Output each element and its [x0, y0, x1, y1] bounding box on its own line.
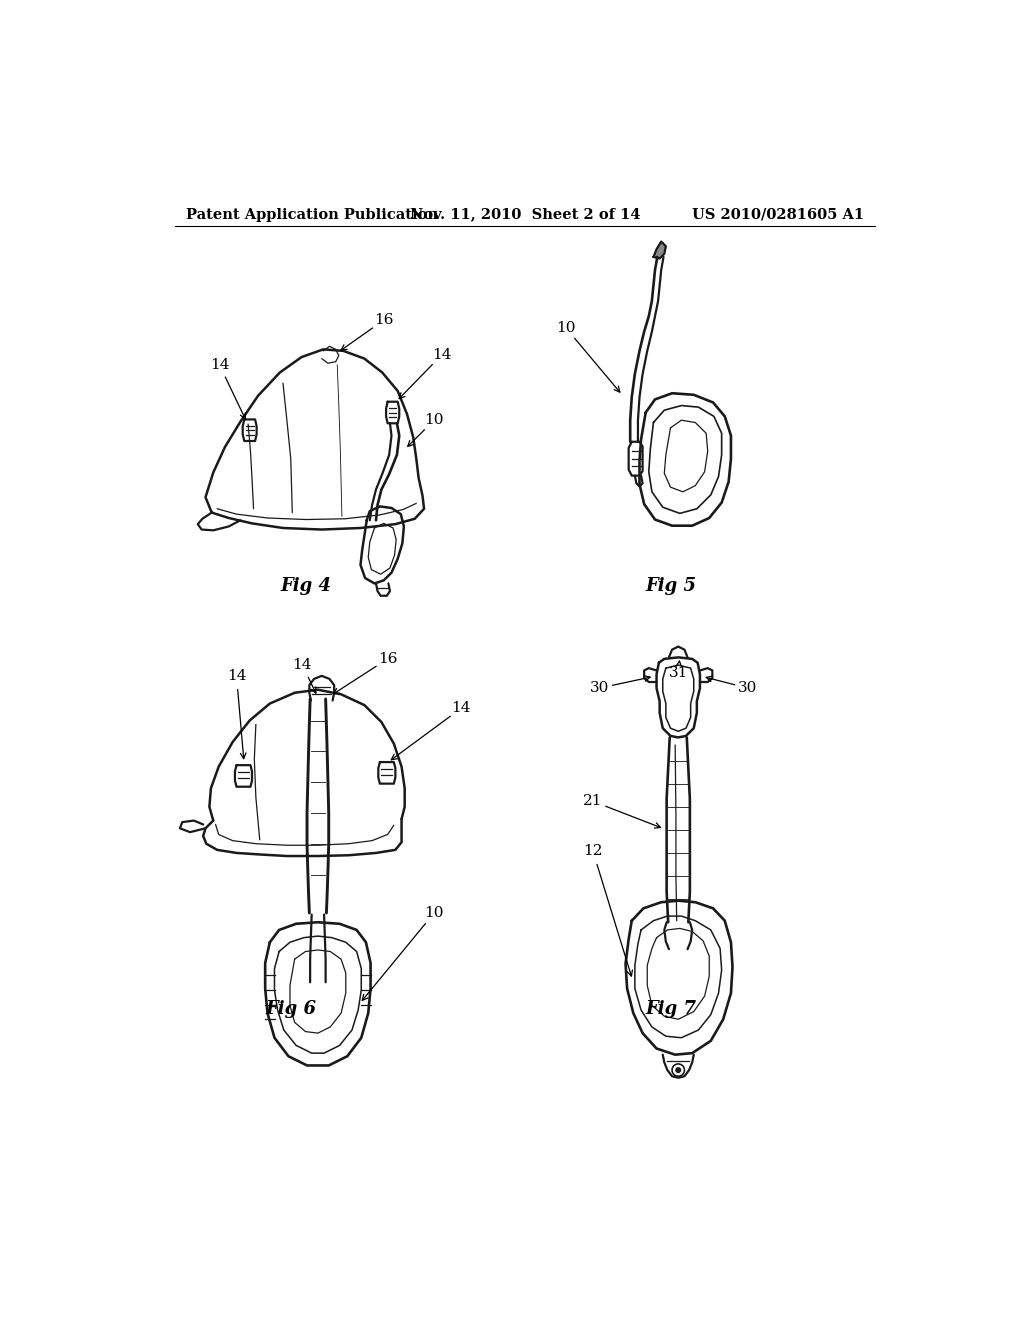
Text: 30: 30: [738, 681, 758, 696]
Text: 30: 30: [590, 681, 609, 696]
Text: 14: 14: [432, 347, 452, 362]
Text: 14: 14: [452, 701, 471, 715]
Text: 14: 14: [226, 669, 246, 682]
Text: Fig 6: Fig 6: [265, 1001, 316, 1018]
Text: Nov. 11, 2010  Sheet 2 of 14: Nov. 11, 2010 Sheet 2 of 14: [410, 207, 640, 222]
Text: 14: 14: [293, 659, 312, 672]
Text: US 2010/0281605 A1: US 2010/0281605 A1: [692, 207, 864, 222]
Text: Patent Application Publication: Patent Application Publication: [186, 207, 438, 222]
Text: Fig 7: Fig 7: [645, 1001, 696, 1018]
Text: 10: 10: [424, 906, 443, 920]
Text: Fig 4: Fig 4: [281, 577, 332, 595]
Text: 14: 14: [210, 358, 229, 372]
Text: 21: 21: [584, 795, 603, 808]
Text: 16: 16: [374, 313, 393, 327]
Text: 12: 12: [584, 845, 603, 858]
Polygon shape: [653, 242, 666, 259]
Text: Fig 5: Fig 5: [645, 577, 696, 595]
Text: 10: 10: [556, 321, 575, 335]
Text: 16: 16: [378, 652, 397, 665]
Text: 31: 31: [669, 665, 688, 680]
Text: 10: 10: [424, 413, 443, 428]
Circle shape: [676, 1068, 681, 1072]
